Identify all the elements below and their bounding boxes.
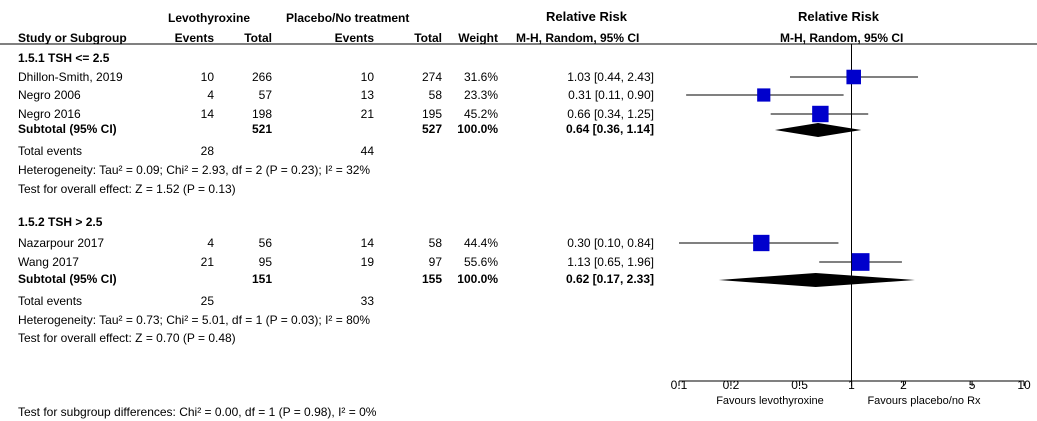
rr-ci: 0.30 [0.10, 0.84] bbox=[567, 236, 654, 250]
events1: 4 bbox=[207, 88, 214, 102]
col-ci-plot: M-H, Random, 95% CI bbox=[780, 31, 904, 45]
col-ci: M-H, Random, 95% CI bbox=[516, 31, 640, 45]
x-tick-label: 10 bbox=[1017, 378, 1031, 392]
col-total2: Total bbox=[414, 31, 442, 45]
overall-effect-text: Test for overall effect: Z = 0.70 (P = 0… bbox=[18, 331, 236, 345]
total2: 58 bbox=[428, 88, 442, 102]
total1: 56 bbox=[258, 236, 272, 250]
study-marker bbox=[812, 105, 829, 123]
events2: 14 bbox=[360, 236, 374, 250]
x-tick-label: 0.2 bbox=[722, 378, 740, 392]
total-events2: 44 bbox=[360, 144, 374, 158]
rr-ci: 0.31 [0.11, 0.90] bbox=[568, 88, 654, 102]
study-name: Dhillon-Smith, 2019 bbox=[18, 70, 123, 84]
total2: 274 bbox=[421, 70, 442, 84]
subtotal-total2: 527 bbox=[421, 122, 442, 136]
subtotal-diamond bbox=[718, 273, 915, 287]
heterogeneity-text: Heterogeneity: Tau² = 0.09; Chi² = 2.93,… bbox=[18, 163, 371, 177]
total1: 266 bbox=[251, 70, 272, 84]
col-total1: Total bbox=[244, 31, 272, 45]
events1: 10 bbox=[200, 70, 214, 84]
subtotal-total1: 521 bbox=[251, 122, 272, 136]
heterogeneity-text: Heterogeneity: Tau² = 0.73; Chi² = 5.01,… bbox=[18, 313, 371, 327]
x-tick-label: 5 bbox=[968, 378, 976, 392]
events2: 19 bbox=[360, 255, 374, 269]
subtotal-total2: 155 bbox=[421, 272, 442, 286]
x-tick-label: 2 bbox=[900, 378, 907, 392]
events2: 21 bbox=[360, 107, 374, 121]
events2: 13 bbox=[360, 88, 374, 102]
subtotal-weight: 100.0% bbox=[457, 122, 498, 136]
study-marker bbox=[757, 88, 771, 102]
rr-plot-header: Relative Risk bbox=[798, 9, 879, 24]
events1: 21 bbox=[200, 255, 214, 269]
favours-right-label: Favours placebo/no Rx bbox=[867, 395, 981, 407]
total1: 198 bbox=[251, 107, 272, 121]
col-events1: Events bbox=[174, 31, 214, 45]
overall-effect-text: Test for overall effect: Z = 1.52 (P = 0… bbox=[18, 182, 236, 196]
group2-header: Placebo/No treatment bbox=[286, 11, 410, 25]
total1: 57 bbox=[258, 88, 272, 102]
total2: 97 bbox=[428, 255, 442, 269]
subtotal-diamond bbox=[774, 123, 862, 137]
total1: 95 bbox=[258, 255, 272, 269]
col-events2: Events bbox=[334, 31, 374, 45]
total2: 195 bbox=[421, 107, 442, 121]
weight: 23.3% bbox=[463, 88, 498, 102]
study-name: Negro 2016 bbox=[18, 107, 81, 121]
subgroup-title: 1.5.1 TSH <= 2.5 bbox=[18, 51, 110, 65]
weight: 55.6% bbox=[463, 255, 498, 269]
col-weight: Weight bbox=[458, 31, 498, 45]
total2: 58 bbox=[428, 236, 442, 250]
x-tick-label: 0.5 bbox=[791, 378, 808, 392]
rr-header: Relative Risk bbox=[546, 9, 627, 24]
x-tick-label: 0.1 bbox=[670, 378, 688, 392]
rr-ci: 1.13 [0.65, 1.96] bbox=[567, 255, 654, 269]
total-events1: 28 bbox=[200, 144, 214, 158]
weight: 44.4% bbox=[463, 236, 498, 250]
study-marker bbox=[851, 253, 870, 271]
weight: 31.6% bbox=[463, 70, 498, 84]
events1: 14 bbox=[200, 107, 214, 121]
total-events2: 33 bbox=[360, 294, 374, 308]
study-marker bbox=[753, 234, 770, 252]
subtotal-ci: 0.64 [0.36, 1.14] bbox=[565, 122, 654, 136]
rr-ci: 1.03 [0.44, 2.43] bbox=[567, 70, 654, 84]
study-name: Wang 2017 bbox=[18, 255, 79, 269]
study-name: Nazarpour 2017 bbox=[18, 236, 105, 250]
subtotal-weight: 100.0% bbox=[457, 272, 498, 286]
subgroup-differences-text: Test for subgroup differences: Chi² = 0.… bbox=[18, 405, 377, 419]
favours-left-label: Favours levothyroxine bbox=[716, 395, 824, 407]
subtotal-ci: 0.62 [0.17, 2.33] bbox=[565, 272, 654, 286]
events2: 10 bbox=[360, 70, 374, 84]
total-events-label: Total events bbox=[18, 144, 83, 158]
subtotal-label: Subtotal (95% CI) bbox=[18, 272, 117, 286]
events1: 4 bbox=[207, 236, 214, 250]
total-events-label: Total events bbox=[18, 294, 83, 308]
study-marker bbox=[846, 69, 861, 85]
col-study: Study or Subgroup bbox=[18, 31, 127, 45]
total-events1: 25 bbox=[200, 294, 214, 308]
subtotal-total1: 151 bbox=[251, 272, 272, 286]
subgroup-title: 1.5.2 TSH > 2.5 bbox=[18, 215, 103, 229]
subtotal-label: Subtotal (95% CI) bbox=[18, 122, 117, 136]
group1-header: Levothyroxine bbox=[168, 11, 251, 25]
weight: 45.2% bbox=[463, 107, 498, 121]
rr-ci: 0.66 [0.34, 1.25] bbox=[567, 107, 654, 121]
x-tick-label: 1 bbox=[848, 378, 855, 392]
study-name: Negro 2006 bbox=[18, 88, 81, 102]
